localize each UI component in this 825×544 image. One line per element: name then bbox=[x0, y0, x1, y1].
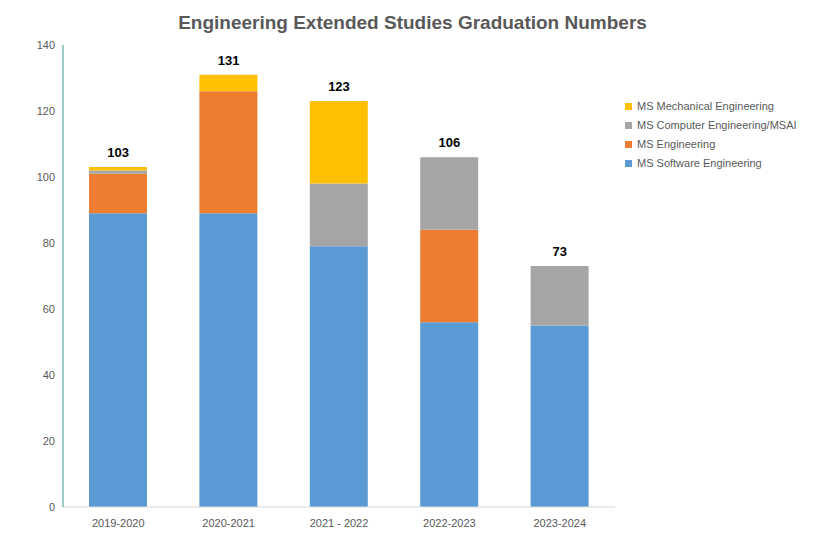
svg-text:2023-2024: 2023-2024 bbox=[533, 517, 586, 529]
svg-text:2022-2023: 2022-2023 bbox=[423, 517, 476, 529]
svg-text:120: 120 bbox=[37, 105, 55, 117]
html-text:MS Mechanical Engineering: MS Mechanical Engineering bbox=[637, 100, 774, 112]
svg-text:40: 40 bbox=[43, 369, 55, 381]
html-text:MS Software Engineering: MS Software Engineering bbox=[637, 157, 762, 169]
svg-text:123: 123 bbox=[328, 79, 350, 94]
svg-text:100: 100 bbox=[37, 171, 55, 183]
svg-text:103: 103 bbox=[107, 145, 129, 160]
svg-text:20: 20 bbox=[43, 435, 55, 447]
svg-text:131: 131 bbox=[218, 53, 240, 68]
svg-text:2019-2020: 2019-2020 bbox=[92, 517, 145, 529]
svg-text:140: 140 bbox=[37, 39, 55, 51]
svg-text:73: 73 bbox=[553, 244, 567, 259]
svg-text:106: 106 bbox=[439, 135, 461, 150]
svg-text:2021 - 2022: 2021 - 2022 bbox=[310, 517, 369, 529]
svg-text:0: 0 bbox=[49, 501, 55, 513]
svg-text:60: 60 bbox=[43, 303, 55, 315]
html-text:MS Engineering: MS Engineering bbox=[637, 138, 716, 150]
svg-text:2020-2021: 2020-2021 bbox=[202, 517, 255, 529]
svg-text:80: 80 bbox=[43, 237, 55, 249]
html-text:MS Computer Engineering/MSAI: MS Computer Engineering/MSAI bbox=[637, 119, 797, 131]
html-text:Engineering Extended Studies G: Engineering Extended Studies Graduation … bbox=[178, 12, 647, 33]
